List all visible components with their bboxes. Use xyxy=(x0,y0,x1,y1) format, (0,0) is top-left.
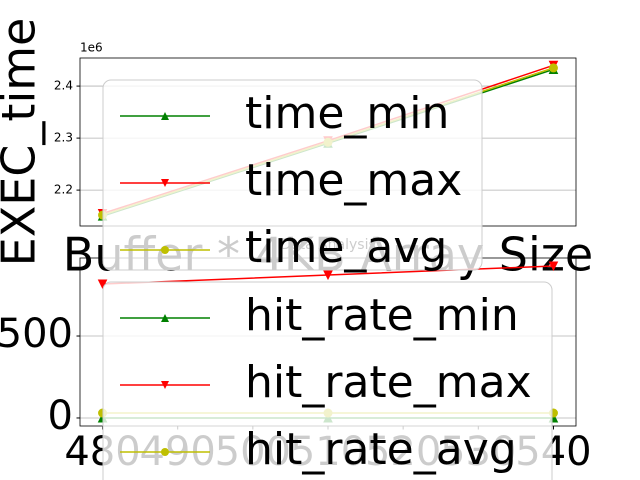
y-tick-label: 2.2 xyxy=(54,183,73,197)
point xyxy=(548,261,559,272)
legend-marker-shape xyxy=(161,179,169,187)
point xyxy=(97,279,108,290)
legend: hit_rate_min hit_rate_max hit_rate_avg xyxy=(102,281,553,480)
legend-label: hit_rate_avg xyxy=(245,424,517,475)
y-tick-label: 2.3 xyxy=(54,131,73,145)
point xyxy=(548,63,558,73)
legend-marker xyxy=(161,246,169,254)
point xyxy=(323,270,333,281)
legend-marker xyxy=(161,179,169,187)
y-offset-label: 1e6 xyxy=(80,41,103,55)
legend-label: time_max xyxy=(245,155,462,206)
legend-marker-shape xyxy=(161,112,169,120)
legend-marker-shape xyxy=(161,314,169,322)
y-axis-label: EXEC_time xyxy=(0,18,46,267)
legend-marker-shape xyxy=(161,381,169,389)
legend-marker xyxy=(161,381,169,389)
legend-label: time_min xyxy=(245,88,449,139)
legend-marker xyxy=(161,112,169,120)
legend-label: hit_rate_max xyxy=(245,357,532,408)
legend-label: time_avg xyxy=(245,222,447,273)
legend-marker xyxy=(161,448,169,456)
legend-marker-shape xyxy=(161,246,169,254)
legend-box xyxy=(102,79,483,271)
y-tick-label: 2.4 xyxy=(54,79,73,93)
legend-box xyxy=(102,281,553,480)
legend-label: hit_rate_min xyxy=(245,290,519,341)
y-tick-label: 0 xyxy=(48,393,73,439)
y-tick-label: 500 xyxy=(0,311,73,357)
legend-marker xyxy=(161,314,169,322)
legend: time_min time_max time_avg xyxy=(102,79,483,273)
legend-marker-shape xyxy=(161,448,169,456)
